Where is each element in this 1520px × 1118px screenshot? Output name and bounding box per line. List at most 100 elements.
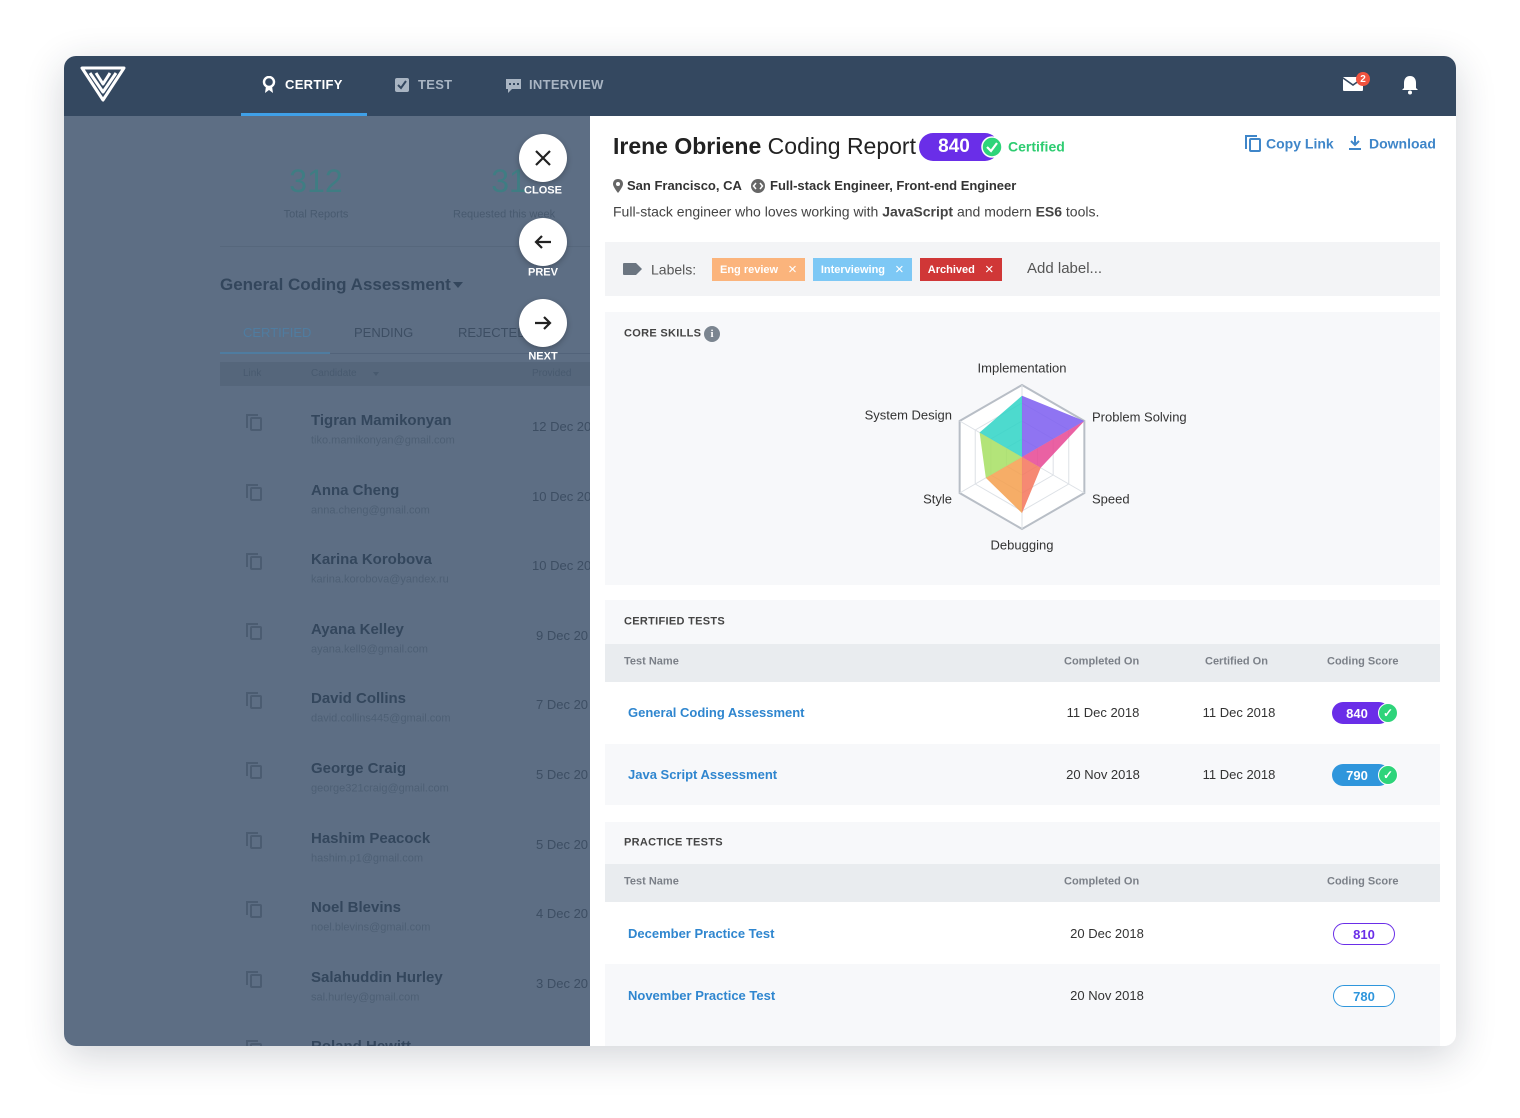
button-label: CLOSE — [524, 184, 562, 197]
score-pill: 780 — [1333, 985, 1395, 1007]
nav-tab[interactable]: TEST — [418, 77, 453, 93]
copy-icon[interactable] — [246, 414, 262, 431]
nav-tab[interactable]: CERTIFY — [285, 77, 343, 93]
add-label[interactable]: Add label... — [1027, 260, 1103, 277]
provided-date: 4 Dec 20 — [536, 906, 589, 922]
test-date: 20 Nov 2018 — [1066, 767, 1140, 783]
candidate-email: david.collins445@gmail.com — [311, 712, 451, 725]
logo[interactable] — [80, 64, 126, 104]
copy-icon[interactable] — [246, 483, 262, 501]
candidate-name[interactable]: Anna Cheng — [311, 481, 400, 499]
label-text: Archived — [927, 263, 975, 276]
active-tab-underline — [241, 113, 367, 116]
candidate-email: sal.hurley@gmail.com — [311, 991, 420, 1004]
button-label: NEXT — [528, 350, 558, 363]
candidate-name[interactable]: Tigran Mamikonyan — [311, 412, 452, 429]
provided-date: 5 Dec 20 — [536, 767, 589, 783]
bell-icon[interactable] — [1401, 75, 1419, 95]
score-pill: 810 — [1333, 923, 1395, 945]
skill-label: Style — [923, 491, 952, 506]
candidate-name[interactable]: Salahuddin Hurley — [311, 968, 443, 986]
copy-icon[interactable] — [246, 831, 262, 849]
tabs-line — [220, 353, 590, 354]
pin-icon — [613, 179, 623, 193]
next-button[interactable] — [519, 299, 567, 347]
column-header: Provided — [532, 368, 572, 379]
check-icon — [981, 136, 1003, 158]
skill-label: Implementation — [978, 360, 1067, 375]
copy-link[interactable]: Copy Link — [1266, 135, 1334, 152]
label-chip: Archived × — [919, 258, 1002, 281]
check-icon: ✓ — [1378, 703, 1398, 723]
remove-label[interactable]: × — [984, 261, 994, 278]
copy-icon[interactable] — [246, 553, 262, 571]
column-header: Certified On — [1205, 655, 1268, 668]
candidate-email: george321craig@gmail.com — [311, 782, 449, 795]
candidate-name[interactable]: Ayana Kelley — [311, 620, 404, 638]
stat-label: Requested this week — [453, 208, 556, 221]
score-pill: 790 — [1332, 764, 1390, 786]
candidate-name[interactable]: George Craig — [311, 760, 407, 777]
code-icon — [751, 179, 765, 193]
column-header: Completed On — [1064, 655, 1140, 668]
bio-text: and modern — [953, 203, 1036, 220]
nav-tab[interactable]: INTERVIEW — [529, 77, 604, 93]
skill-label: Debugging — [991, 537, 1054, 552]
skill-area — [1022, 395, 1085, 457]
info-icon[interactable]: i — [704, 326, 720, 342]
test-date: 11 Dec 2018 — [1202, 705, 1276, 721]
remove-label[interactable]: × — [895, 261, 904, 278]
test-name[interactable]: December Practice Test — [628, 926, 775, 942]
dropdown-caret[interactable] — [453, 282, 463, 288]
location: San Francisco, CA — [627, 178, 742, 194]
column-header: Test Name — [624, 875, 679, 888]
status-tab[interactable]: CERTIFIED — [243, 325, 312, 341]
column-header: Coding Score — [1327, 875, 1399, 888]
copy-icon[interactable] — [246, 762, 262, 779]
column-header[interactable]: Candidate — [311, 368, 357, 379]
table-row-bg — [605, 902, 1440, 964]
test-date: 11 Dec 2018 — [1202, 767, 1276, 783]
candidate-email: karina.korobova@yandex.ru — [311, 573, 449, 586]
candidate-email: ayana.kell9@gmail.com — [311, 643, 428, 656]
column-header: Test Name — [624, 655, 679, 668]
label-chips: Eng review × Interviewing × Archived × — [712, 258, 1002, 281]
candidate-name[interactable]: David Collins — [311, 690, 407, 708]
remove-label[interactable]: × — [788, 261, 797, 278]
stat-label: Total Reports — [283, 208, 349, 221]
prev-button[interactable] — [519, 218, 567, 266]
copy-icon[interactable] — [246, 1040, 262, 1046]
provided-date: 5 Dec 20 — [536, 836, 589, 852]
test-name[interactable]: November Practice Test — [628, 988, 776, 1004]
copy-icon[interactable] — [246, 692, 262, 710]
certify-icon — [262, 76, 276, 93]
bio-text: Full-stack engineer who loves working wi… — [613, 203, 883, 220]
section-title: PRACTICE TESTS — [624, 836, 723, 849]
roles: Full-stack Engineer, Front-end Engineer — [770, 178, 1017, 194]
candidate-name[interactable]: Noel Blevins — [311, 899, 402, 917]
test-name[interactable]: General Coding Assessment — [628, 705, 805, 721]
provided-date: 9 Dec 20 — [536, 628, 589, 643]
status-tab[interactable]: REJECTED — [458, 325, 527, 341]
skill-area — [1022, 457, 1041, 514]
skills-radar: Implementation Problem Solving Speed Debugg… — [865, 360, 1187, 552]
download-link[interactable]: Download — [1369, 135, 1436, 152]
candidate-name[interactable]: Karina Korobova — [311, 551, 432, 569]
status-tab[interactable]: PENDING — [354, 325, 414, 341]
copy-icon[interactable] — [246, 622, 262, 640]
test-name[interactable]: Java Script Assessment — [628, 767, 778, 783]
certified-status: Certified — [1008, 138, 1065, 155]
copy-icon[interactable] — [246, 970, 262, 988]
candidate-name: Irene Obriene — [613, 133, 762, 160]
tag-icon — [623, 263, 642, 275]
copy-icon[interactable] — [246, 901, 262, 919]
candidate-name[interactable]: Hashim Peacock — [311, 829, 431, 847]
test-date: 20 Dec 2018 — [1070, 926, 1144, 942]
candidate-name[interactable]: Roland Hewitt — [311, 1038, 411, 1046]
column-header: Coding Score — [1327, 655, 1399, 668]
table-header — [605, 644, 1440, 682]
close-button[interactable] — [519, 134, 567, 182]
assessment-title[interactable]: General Coding Assessment — [220, 274, 451, 294]
